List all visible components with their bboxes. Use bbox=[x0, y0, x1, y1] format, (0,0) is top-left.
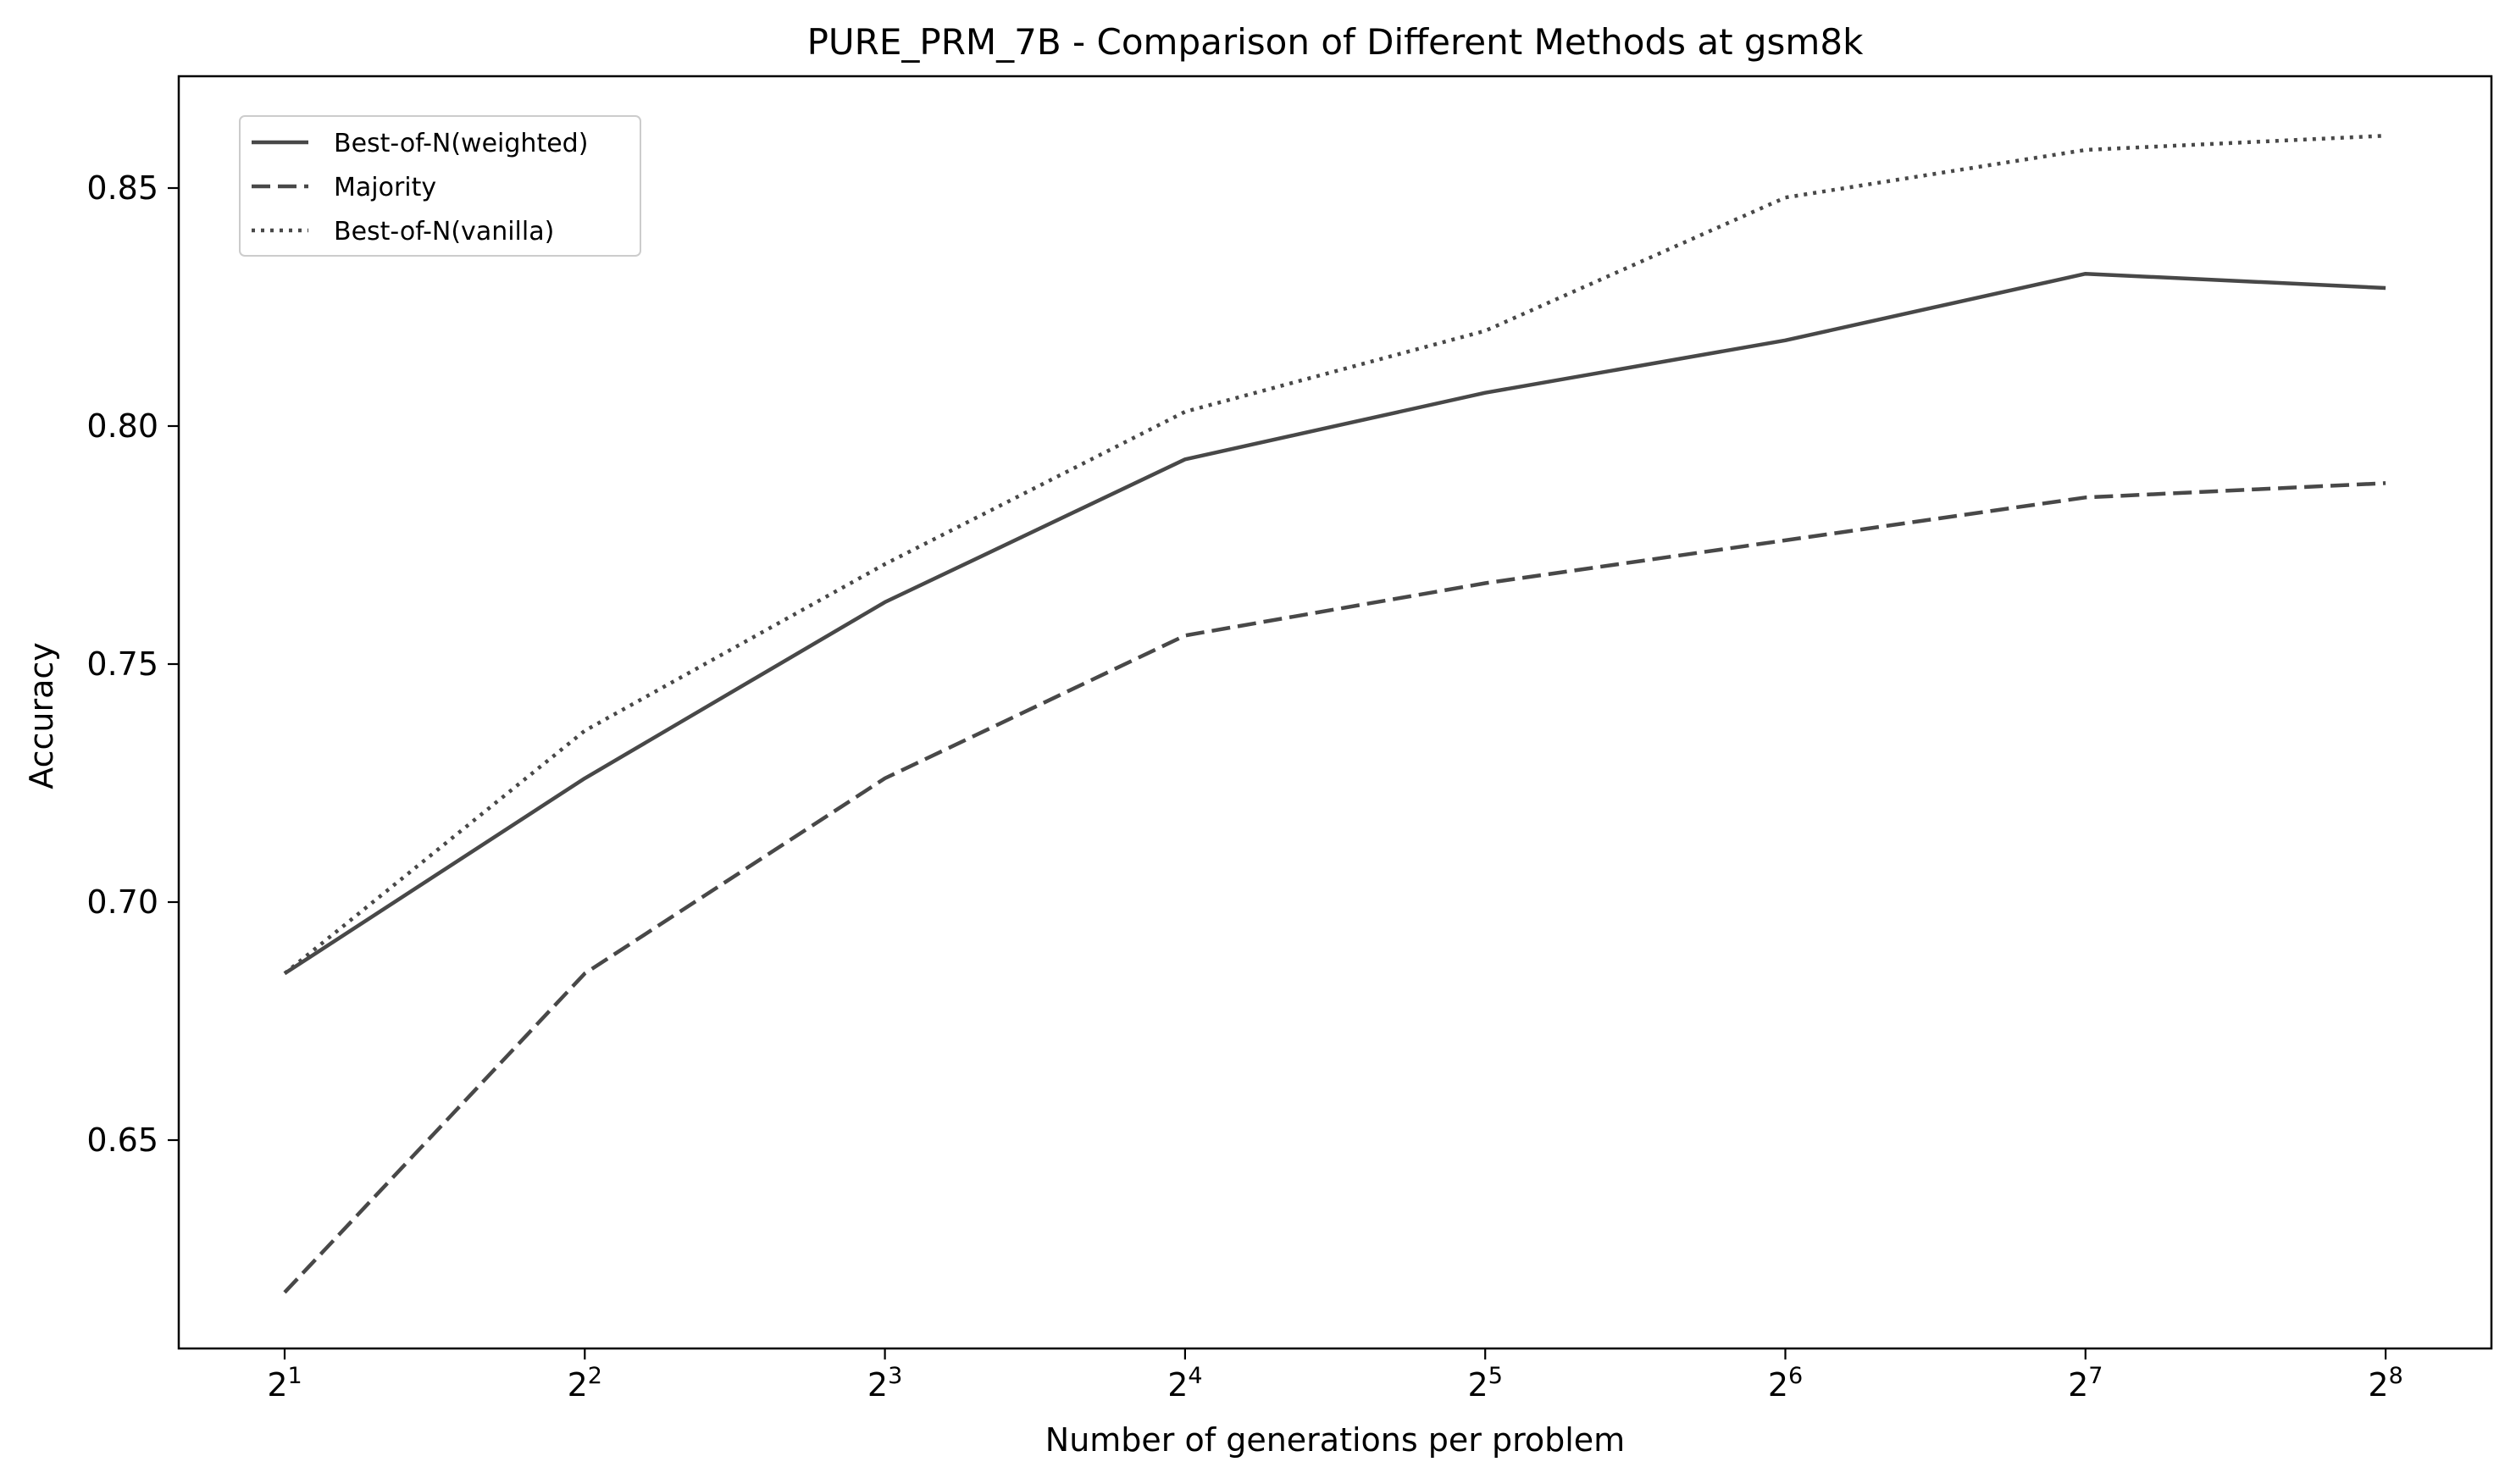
x-tick-label: 26 bbox=[1768, 1363, 1803, 1404]
y-axis-label: Accuracy bbox=[23, 642, 60, 789]
plot-frame bbox=[177, 75, 2493, 1350]
y-tick-label: 0.70 bbox=[86, 883, 158, 921]
y-axis: 0.65 0.70 0.75 0.80 0.85 bbox=[86, 169, 179, 1159]
legend-label: Best-of-N(weighted) bbox=[334, 129, 588, 158]
x-axis: 21 22 23 24 25 26 27 28 bbox=[267, 1348, 2403, 1404]
x-tick-label: 22 bbox=[568, 1363, 602, 1404]
y-tick-label: 0.80 bbox=[86, 407, 158, 445]
legend-label: Best-of-N(vanilla) bbox=[334, 217, 554, 246]
series-line-1 bbox=[283, 271, 2386, 976]
x-tick-label: 23 bbox=[867, 1363, 902, 1404]
x-tick-label: 27 bbox=[2068, 1363, 2103, 1404]
legend: Best-of-N(weighted) Majority Best-of-N(van… bbox=[239, 115, 641, 257]
y-tick-label: 0.85 bbox=[86, 169, 158, 207]
x-axis-label: Number of generations per problem bbox=[1045, 1421, 1625, 1459]
x-tick-label: 25 bbox=[1468, 1363, 1503, 1404]
y-tick-label: 0.65 bbox=[86, 1121, 158, 1159]
chart-title: PURE_PRM_7B - Comparison of Different Me… bbox=[807, 21, 1864, 63]
y-tick-label: 0.75 bbox=[86, 645, 158, 683]
series-line-3 bbox=[283, 133, 2386, 976]
x-tick-label: 28 bbox=[2368, 1363, 2402, 1404]
series-layer bbox=[283, 133, 2386, 1294]
legend-label: Majority bbox=[334, 173, 436, 202]
plot-area bbox=[177, 75, 2493, 1350]
x-tick-label: 21 bbox=[267, 1363, 302, 1404]
legend-box bbox=[239, 115, 641, 257]
x-tick-label: 24 bbox=[1167, 1363, 1202, 1404]
